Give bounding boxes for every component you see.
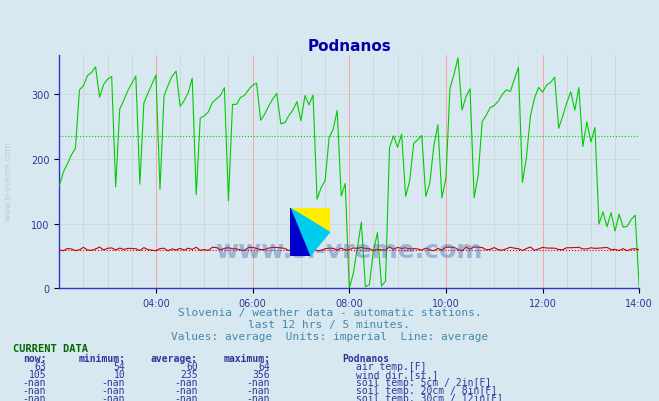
Text: soil temp. 5cm / 2in[F]: soil temp. 5cm / 2in[F] bbox=[356, 377, 491, 387]
Text: 64: 64 bbox=[258, 361, 270, 371]
Text: -nan: -nan bbox=[246, 377, 270, 387]
Text: -nan: -nan bbox=[246, 393, 270, 401]
Text: 105: 105 bbox=[28, 369, 46, 379]
Text: 54: 54 bbox=[113, 361, 125, 371]
Text: 60: 60 bbox=[186, 361, 198, 371]
Polygon shape bbox=[290, 209, 310, 257]
Text: -nan: -nan bbox=[101, 377, 125, 387]
Text: -nan: -nan bbox=[174, 393, 198, 401]
Text: average:: average: bbox=[151, 353, 198, 363]
Text: -nan: -nan bbox=[101, 385, 125, 395]
Text: -nan: -nan bbox=[22, 393, 46, 401]
Text: air temp.[F]: air temp.[F] bbox=[356, 361, 426, 371]
Text: www.si-vreme.com: www.si-vreme.com bbox=[3, 141, 13, 220]
Text: last 12 hrs / 5 minutes.: last 12 hrs / 5 minutes. bbox=[248, 319, 411, 329]
Text: minimum:: minimum: bbox=[78, 353, 125, 363]
Text: now:: now: bbox=[22, 353, 46, 363]
Text: Values: average  Units: imperial  Line: average: Values: average Units: imperial Line: av… bbox=[171, 331, 488, 341]
Text: maximum:: maximum: bbox=[223, 353, 270, 363]
Text: -nan: -nan bbox=[22, 385, 46, 395]
Text: 63: 63 bbox=[34, 361, 46, 371]
Text: soil temp. 30cm / 12in[F]: soil temp. 30cm / 12in[F] bbox=[356, 393, 503, 401]
Text: -nan: -nan bbox=[101, 393, 125, 401]
Polygon shape bbox=[290, 209, 330, 257]
Text: soil temp. 20cm / 8in[F]: soil temp. 20cm / 8in[F] bbox=[356, 385, 497, 395]
Text: 356: 356 bbox=[252, 369, 270, 379]
Title: Podnanos: Podnanos bbox=[307, 38, 391, 54]
Text: Slovenia / weather data - automatic stations.: Slovenia / weather data - automatic stat… bbox=[178, 307, 481, 317]
Text: -nan: -nan bbox=[174, 385, 198, 395]
Text: -nan: -nan bbox=[246, 385, 270, 395]
Text: 10: 10 bbox=[113, 369, 125, 379]
Polygon shape bbox=[290, 209, 330, 233]
Text: -nan: -nan bbox=[174, 377, 198, 387]
Text: Podnanos: Podnanos bbox=[343, 353, 389, 363]
Text: -nan: -nan bbox=[22, 377, 46, 387]
Text: wind dir.[st.]: wind dir.[st.] bbox=[356, 369, 438, 379]
Text: www.si-vreme.com: www.si-vreme.com bbox=[215, 238, 483, 262]
Text: 235: 235 bbox=[180, 369, 198, 379]
Text: CURRENT DATA: CURRENT DATA bbox=[13, 343, 88, 353]
